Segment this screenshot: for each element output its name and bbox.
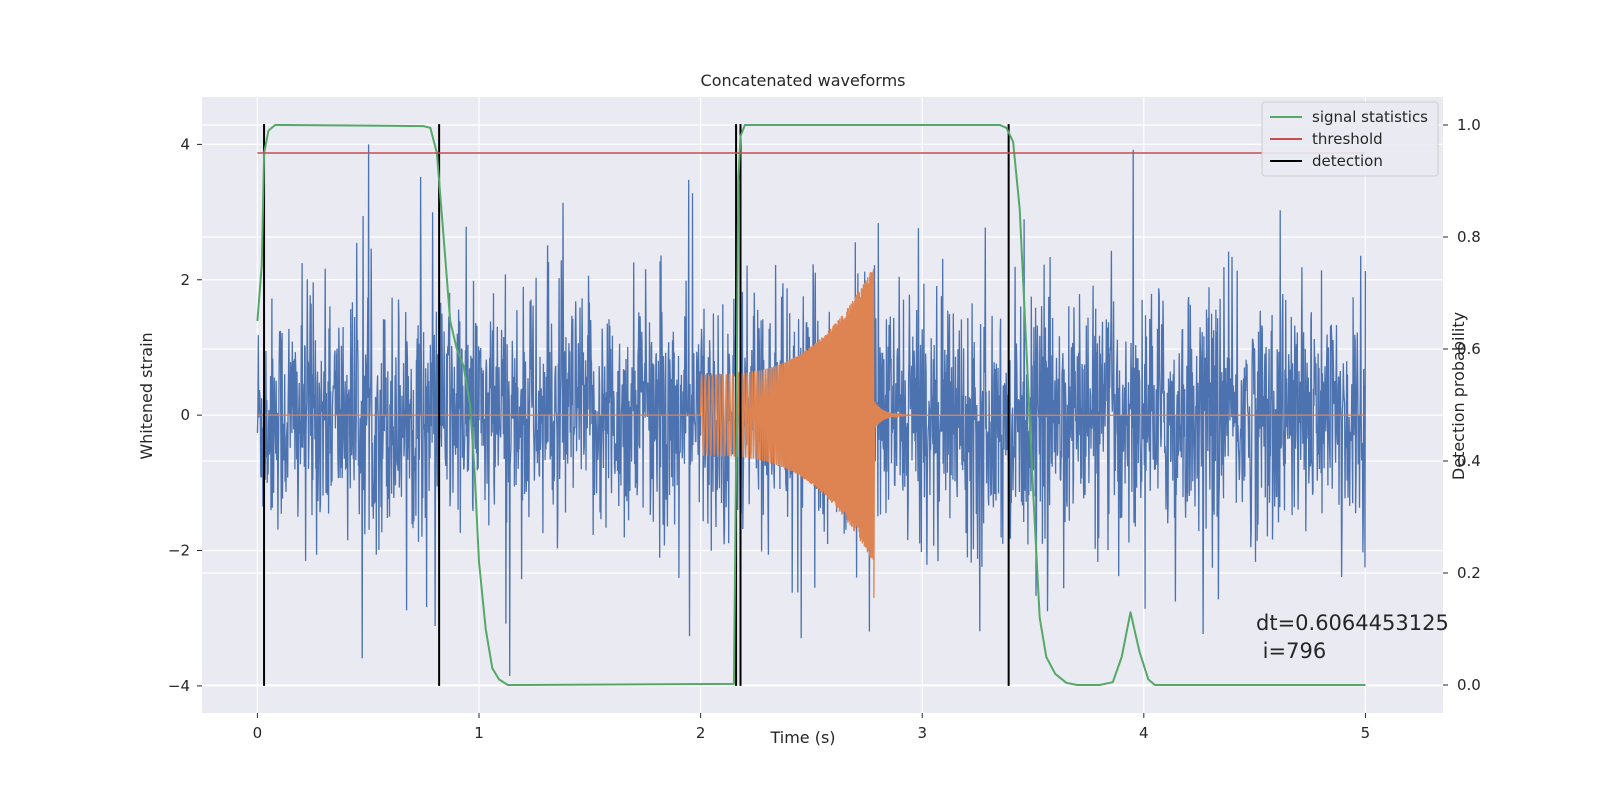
chart-title: Concatenated waveforms	[701, 71, 906, 90]
y-left-tick-label: −4	[168, 677, 190, 695]
x-tick-label: 4	[1139, 724, 1149, 742]
y-right-tick-label: 0.6	[1457, 340, 1481, 358]
y-right-tick-label: 0.0	[1457, 676, 1481, 694]
legend: signal statistics threshold detection	[1261, 101, 1439, 177]
axis-ticks: 0 1 2 3 4 5 −4 −2 0 2 4 0.0 0.2 0.4 0.6 0.8 1.0	[168, 116, 1481, 742]
x-tick-label: 2	[696, 724, 706, 742]
x-axis-label: Time (s)	[769, 728, 835, 747]
legend-box	[1261, 101, 1439, 177]
x-tick-label: 1	[474, 724, 484, 742]
injection-line	[257, 268, 1366, 598]
y-left-tick-label: 0	[180, 406, 190, 424]
legend-label-threshold: threshold	[1312, 130, 1383, 148]
y-axis-label-left: Whitened strain	[137, 332, 156, 459]
x-tick-label: 3	[917, 724, 927, 742]
signal-statistics-line	[256, 124, 1366, 686]
annotation-dt: dt=0.6064453125	[1256, 611, 1449, 635]
y-left-tick-label: −2	[168, 542, 190, 560]
y-right-tick-label: 0.2	[1457, 564, 1481, 582]
y-left-tick-label: 4	[180, 135, 190, 153]
y-right-tick-label: 1.0	[1457, 116, 1481, 134]
y-right-tick-label: 0.8	[1457, 228, 1481, 246]
injection-series	[257, 268, 1366, 598]
y-left-tick-label: 2	[180, 271, 190, 289]
legend-label-signal-statistics: signal statistics	[1312, 108, 1428, 126]
annotation-index: i=796	[1256, 639, 1326, 663]
signal-statistics-series	[256, 124, 1366, 686]
x-tick-label: 0	[253, 724, 263, 742]
legend-label-detection: detection	[1312, 152, 1383, 170]
x-tick-label: 5	[1361, 724, 1371, 742]
y-axis-label-right: Detection probability	[1449, 312, 1468, 480]
y-right-tick-label: 0.4	[1457, 452, 1481, 470]
